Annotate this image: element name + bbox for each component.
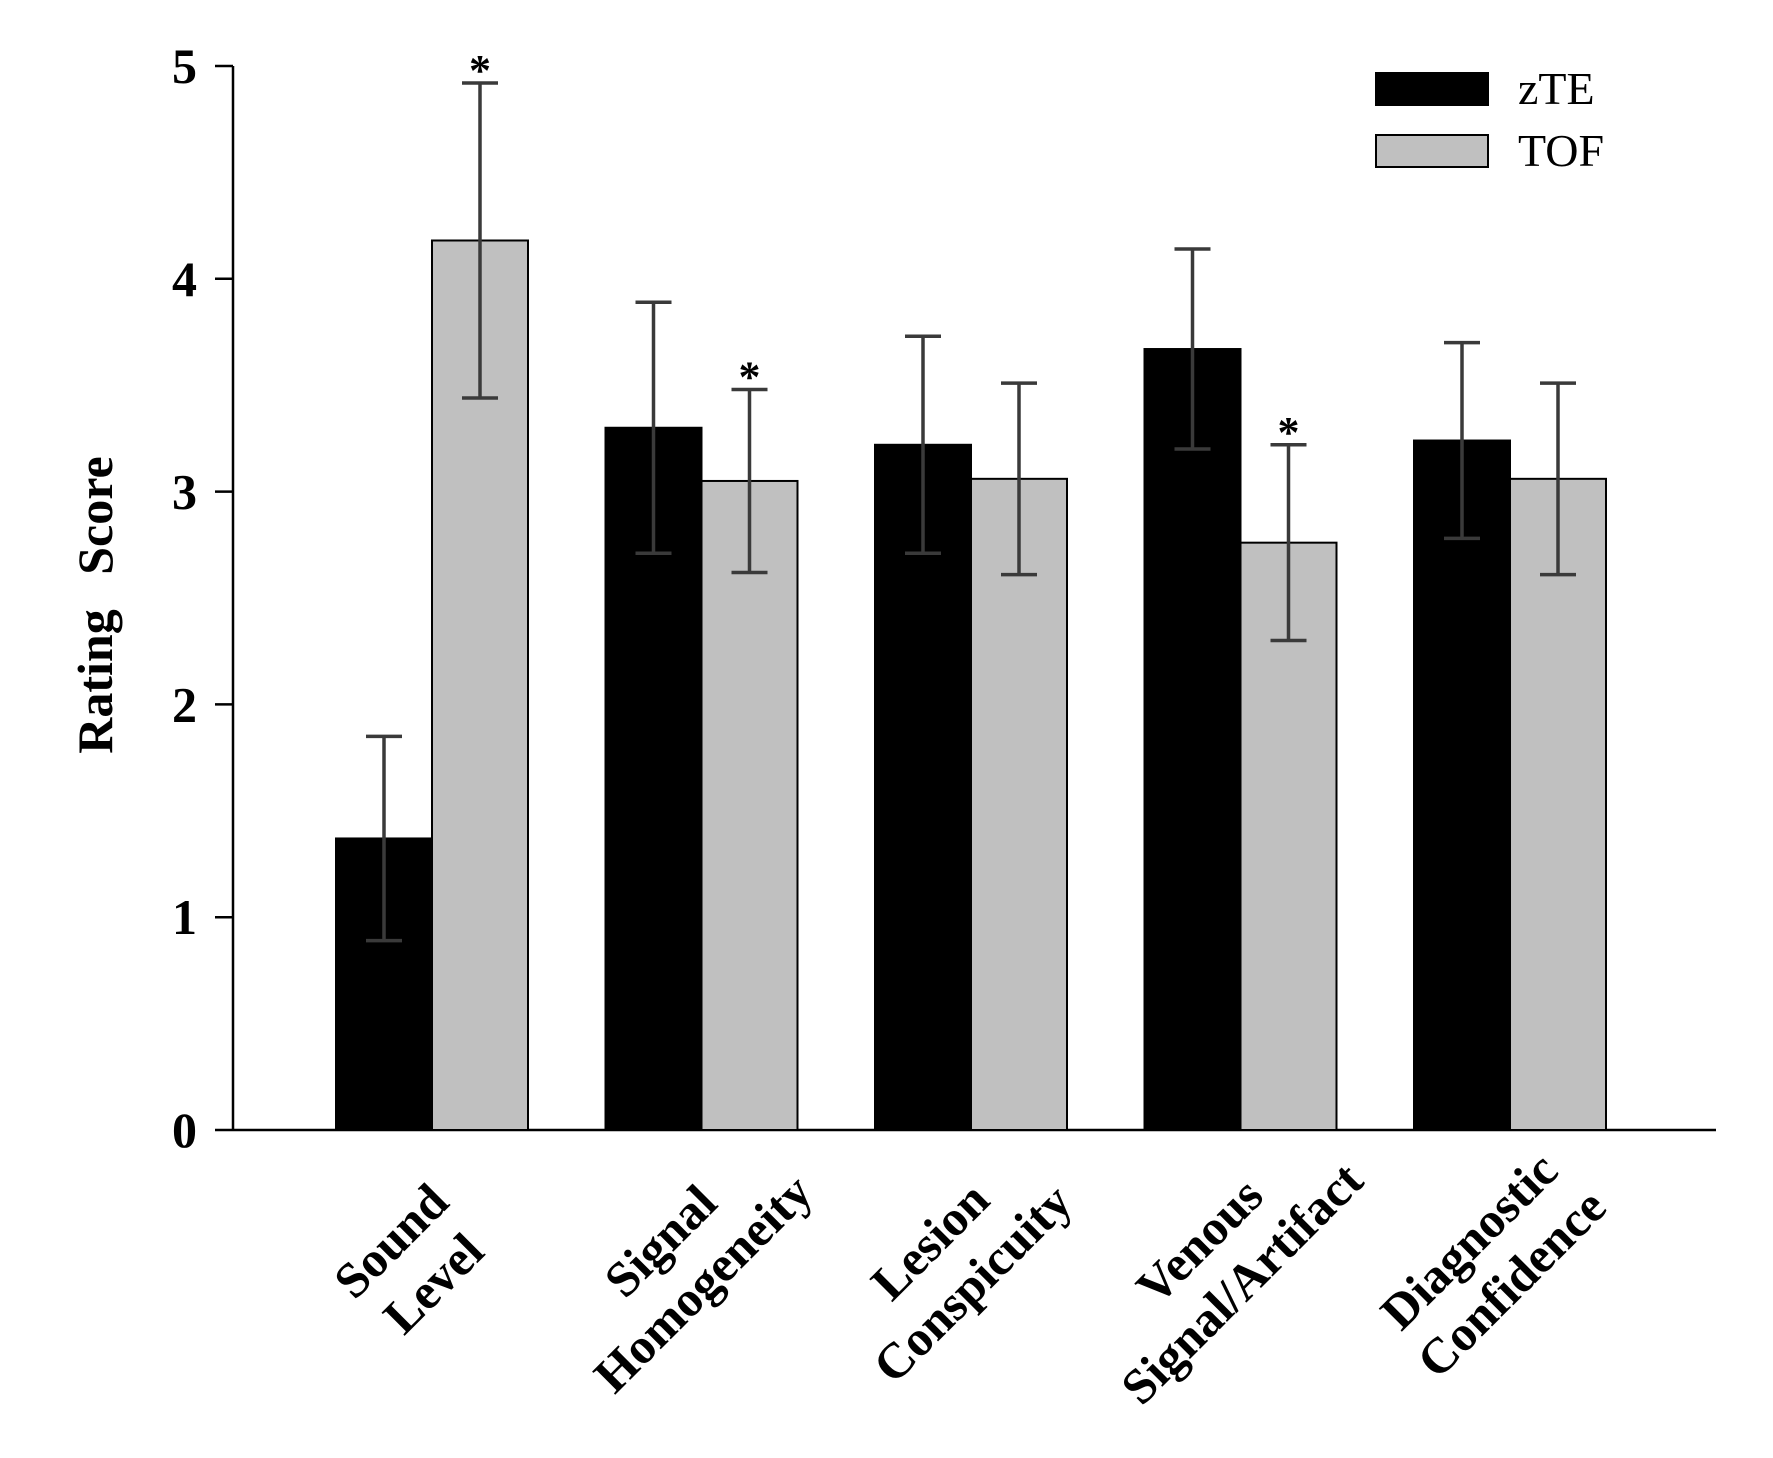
bars: [335, 239, 1607, 1132]
bar-zte: [1413, 439, 1511, 1131]
legend-swatch-tof: [1375, 134, 1489, 168]
y-axis-title: Rating Score: [67, 456, 123, 753]
bar-tof: [700, 479, 799, 1131]
bar-tof: [1509, 477, 1607, 1132]
bar-zte: [604, 426, 703, 1131]
y-tick-label: 2: [172, 676, 197, 732]
legend-label-tof: TOF: [1518, 125, 1604, 176]
significance-marker: *: [739, 352, 761, 401]
significance-marker: *: [469, 46, 491, 95]
legend-swatch-zte: [1375, 72, 1489, 106]
y-tick-label: 0: [172, 1102, 197, 1158]
y-tick-label: 4: [172, 251, 197, 307]
y-tick-label: 5: [172, 38, 197, 94]
bar-zte: [874, 443, 972, 1131]
bar-zte: [1143, 348, 1242, 1131]
legend: zTE TOF: [1375, 63, 1604, 176]
y-tick-label: 1: [172, 889, 197, 945]
significance-marker: *: [1278, 408, 1300, 457]
bar-tof: [970, 477, 1068, 1132]
y-tick-label: 3: [172, 464, 197, 520]
error-bars: * * *: [366, 46, 1576, 943]
legend-label-zte: zTE: [1518, 63, 1595, 114]
